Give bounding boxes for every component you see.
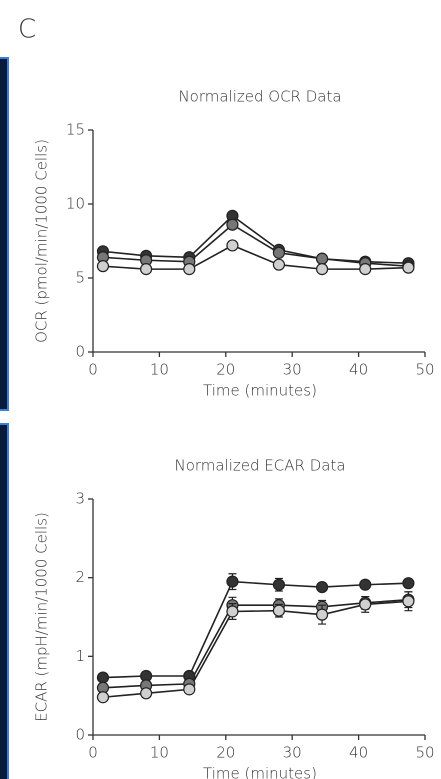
series-line (102, 600, 409, 699)
x-axis-label: Time (minutes) (203, 765, 317, 779)
x-tick-label: 30 (283, 361, 302, 379)
y-tick-label: 5 (75, 269, 85, 287)
x-axis-label: Time (minutes) (203, 382, 317, 400)
panel-label: C (18, 15, 36, 45)
data-point (272, 604, 286, 617)
x-tick-label: 10 (150, 744, 169, 762)
data-point (272, 578, 286, 591)
y-tick-label: 0 (75, 726, 85, 744)
data-point (226, 218, 239, 231)
y-tick-label: 3 (75, 490, 85, 508)
data-point (272, 246, 286, 259)
data-point (183, 263, 196, 276)
cropped-image (0, 57, 9, 411)
x-tick-label: 20 (216, 744, 235, 762)
x-tick-label: 40 (349, 744, 368, 762)
data-point (359, 598, 372, 611)
data-point (96, 260, 110, 273)
data-point (183, 683, 196, 696)
y-axis-label: ECAR (mpH/min/1000 Cells) (33, 512, 51, 722)
data-point (96, 671, 110, 684)
x-tick-label: 50 (415, 744, 434, 762)
data-point (402, 261, 415, 274)
data-point (226, 239, 239, 252)
data-point (402, 595, 415, 608)
cropped-image (0, 423, 9, 779)
series-line (102, 244, 409, 270)
y-axis-label: OCR (pmol/min/1000 Cells) (33, 139, 51, 343)
x-tick-label: 30 (283, 744, 302, 762)
data-point (140, 263, 153, 276)
data-point (359, 578, 372, 591)
x-tick-label: 40 (349, 361, 368, 379)
data-point (226, 605, 239, 618)
data-point (140, 687, 153, 700)
y-tick-label: 1 (75, 647, 85, 665)
y-tick-label: 10 (66, 195, 85, 213)
x-tick-label: 0 (88, 361, 98, 379)
x-tick-label: 50 (415, 361, 434, 379)
series-line (102, 214, 409, 264)
chart-title: Normalized ECAR Data (174, 457, 345, 475)
y-tick-label: 15 (66, 121, 85, 139)
data-point (96, 691, 110, 704)
x-tick-label: 10 (150, 361, 169, 379)
y-tick-label: 0 (75, 343, 85, 361)
data-point (315, 608, 329, 621)
data-point (315, 581, 329, 594)
x-tick-label: 0 (88, 744, 98, 762)
chart-title: Normalized OCR Data (178, 88, 341, 106)
data-point (226, 575, 239, 588)
data-point (315, 263, 329, 276)
x-tick-label: 20 (216, 361, 235, 379)
series-line (102, 598, 409, 689)
data-point (402, 577, 415, 590)
data-point (359, 263, 372, 276)
y-tick-label: 2 (75, 568, 85, 586)
data-point (272, 258, 286, 271)
series-line (102, 223, 409, 267)
series-line (102, 580, 409, 679)
data-point (315, 252, 329, 265)
